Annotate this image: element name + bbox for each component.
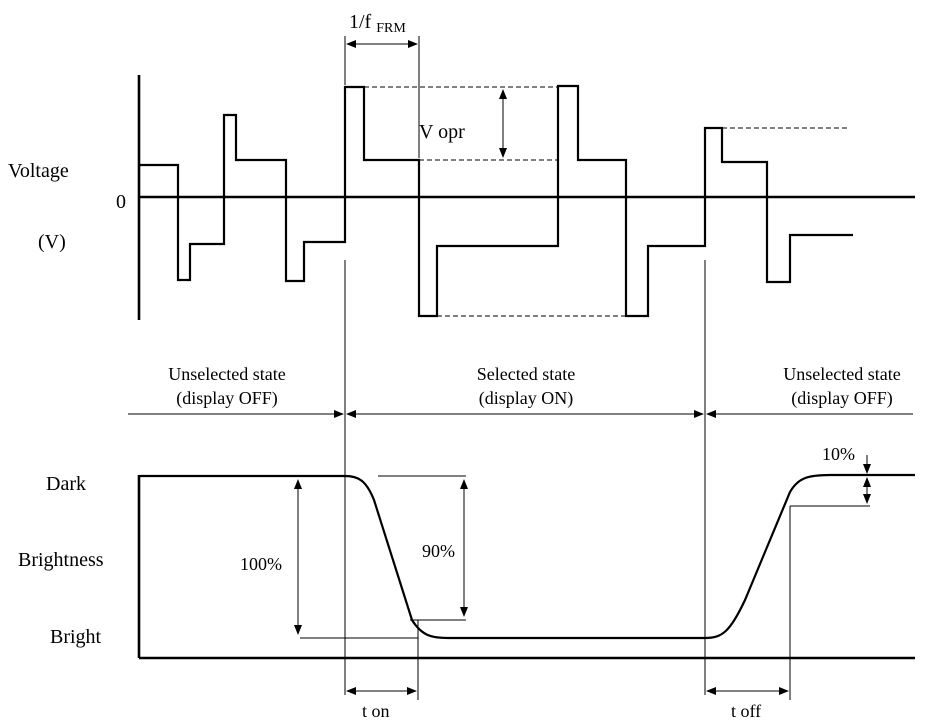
frame-period-subscript: FRM bbox=[376, 21, 406, 36]
brightness-curve bbox=[139, 473, 915, 640]
t-on-label: t on bbox=[362, 701, 390, 721]
zero-label: 0 bbox=[116, 191, 126, 213]
voltage-waveform bbox=[139, 84, 853, 318]
t-off-label: t off bbox=[731, 701, 761, 721]
voltage-axis-title: Voltage bbox=[8, 160, 69, 182]
ten-percent-label: 10% bbox=[822, 444, 855, 464]
state-detail-unselected-1: (display OFF) bbox=[176, 388, 278, 409]
frame-period-prefix: 1/f bbox=[349, 11, 372, 33]
state-label-unselected-2: Unselected state bbox=[783, 364, 900, 384]
dark-label: Dark bbox=[46, 473, 86, 495]
frame-period-label: 1/f FRM bbox=[349, 11, 406, 36]
state-label-selected: Selected state bbox=[477, 364, 575, 384]
ninety-percent-label: 90% bbox=[422, 541, 455, 561]
hundred-percent-label: 100% bbox=[240, 554, 282, 574]
state-label-unselected-1: Unselected state bbox=[168, 364, 285, 384]
voltage-unit-label: (V) bbox=[38, 231, 66, 253]
state-detail-unselected-2: (display OFF) bbox=[791, 388, 893, 409]
bright-label: Bright bbox=[50, 626, 102, 648]
state-detail-selected: (display ON) bbox=[479, 388, 573, 409]
brightness-axis-title: Brightness bbox=[18, 549, 104, 571]
v-opr-label: V opr bbox=[419, 121, 465, 143]
